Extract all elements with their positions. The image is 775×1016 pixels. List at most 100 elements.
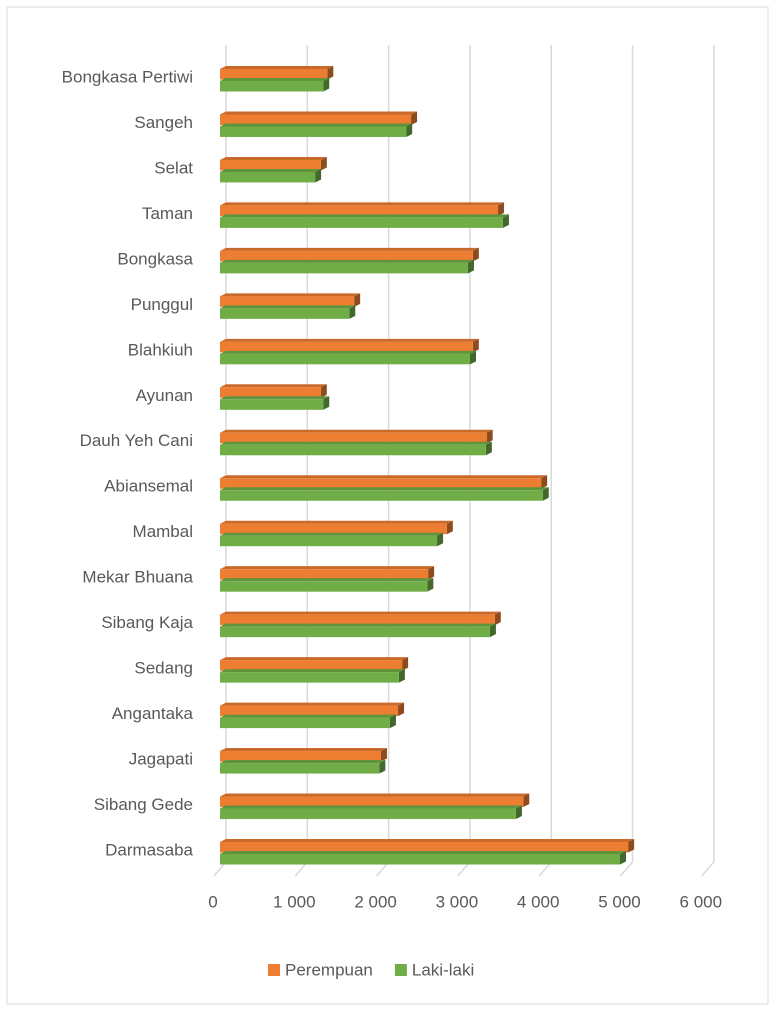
bar: [220, 626, 490, 638]
bar: [220, 341, 473, 353]
bar: [220, 796, 524, 808]
bar-side: [349, 305, 356, 319]
bar: [220, 751, 381, 762]
y-tick-label: Ayunan: [136, 386, 193, 405]
bar-top: [220, 429, 493, 433]
bar-side: [498, 202, 505, 216]
bar-top: [220, 338, 479, 342]
bar-side: [398, 702, 405, 717]
bar: [220, 387, 321, 398]
bar-top: [220, 839, 635, 842]
bar-side: [541, 475, 548, 489]
bar-top: [220, 350, 476, 354]
bar: [220, 842, 629, 853]
bar-side: [628, 839, 635, 853]
bar-side: [402, 657, 409, 671]
bar: [220, 808, 516, 820]
bar-top: [220, 702, 405, 706]
bar-top: [220, 396, 330, 400]
bar-top: [220, 214, 509, 218]
bar-top: [220, 123, 413, 127]
y-tick-label: Mambal: [133, 522, 193, 541]
bar-side: [523, 793, 530, 808]
bar: [220, 296, 355, 307]
chart-border: [6, 6, 769, 1005]
bar-top: [220, 66, 334, 69]
bar-side: [406, 123, 413, 137]
bar-top: [220, 487, 549, 491]
bar: [220, 69, 328, 80]
bar: [220, 581, 428, 592]
bar-side: [486, 429, 493, 444]
bar: [220, 353, 470, 365]
bar-side: [398, 669, 405, 683]
bar-side: [320, 156, 327, 171]
x-tick-label: 6 000: [680, 892, 723, 911]
bar-side: [485, 441, 492, 456]
bar-side: [327, 66, 334, 80]
bar-top: [220, 441, 492, 445]
bar-side: [619, 851, 626, 865]
legend-swatch: [394, 964, 407, 976]
bar: [220, 205, 499, 216]
bar-top: [220, 293, 361, 297]
bar-side: [472, 247, 479, 262]
bar-side: [494, 611, 501, 626]
x-tick-label: 3 000: [436, 892, 479, 911]
bar-top: [220, 748, 387, 752]
bar-top: [220, 578, 434, 582]
bar-top: [220, 669, 405, 673]
bar: [220, 126, 407, 137]
bar: [220, 614, 495, 626]
bar-top: [220, 805, 522, 809]
bar: [220, 432, 487, 444]
x-tick-label: 0: [208, 892, 217, 911]
y-tick-label: Sibang Kaja: [101, 613, 193, 632]
y-tick-label: Jagapati: [129, 750, 193, 769]
bar-top: [220, 760, 386, 764]
bar-side: [354, 293, 361, 307]
bar-top: [220, 168, 322, 172]
grid-line: [701, 45, 715, 877]
bar-top: [220, 202, 505, 206]
bar: [220, 705, 399, 717]
bar-top: [220, 793, 530, 797]
bar-side: [469, 350, 476, 365]
bar-top: [220, 657, 409, 661]
y-tick-label: Sibang Gede: [94, 795, 193, 814]
bar-top: [220, 384, 327, 388]
bar: [220, 535, 438, 547]
y-tick-label: Abiansemal: [104, 477, 193, 496]
bar: [220, 250, 473, 262]
bar-top: [220, 566, 435, 570]
x-tick-label: 5 000: [598, 892, 641, 911]
bar: [220, 308, 350, 319]
y-tick-label: Bongkasa Pertiwi: [62, 67, 193, 86]
bar: [220, 171, 316, 183]
bar-side: [428, 566, 435, 580]
bar: [220, 763, 380, 774]
x-tick-label: 4 000: [517, 892, 560, 911]
bar-side: [489, 623, 496, 638]
bar: [220, 660, 403, 671]
y-tick-label: Blahkiuh: [128, 340, 193, 359]
bar: [220, 399, 324, 410]
bar-side: [542, 487, 549, 501]
bar-side: [427, 578, 434, 592]
bar-top: [220, 111, 418, 115]
bar: [220, 523, 447, 535]
bar: [220, 262, 468, 274]
bar-top: [220, 475, 548, 479]
bar-side: [502, 214, 509, 228]
bar-side: [315, 168, 322, 183]
y-tick-label: Dauh Yeh Cani: [80, 431, 193, 450]
bar-side: [437, 532, 444, 547]
bar-side: [323, 78, 330, 92]
bar-top: [220, 611, 501, 615]
grid-line: [619, 45, 634, 877]
y-tick-label: Sangeh: [134, 113, 193, 132]
bar-side: [446, 520, 453, 535]
bar: [220, 81, 324, 92]
legend-label: Laki-laki: [412, 960, 474, 979]
